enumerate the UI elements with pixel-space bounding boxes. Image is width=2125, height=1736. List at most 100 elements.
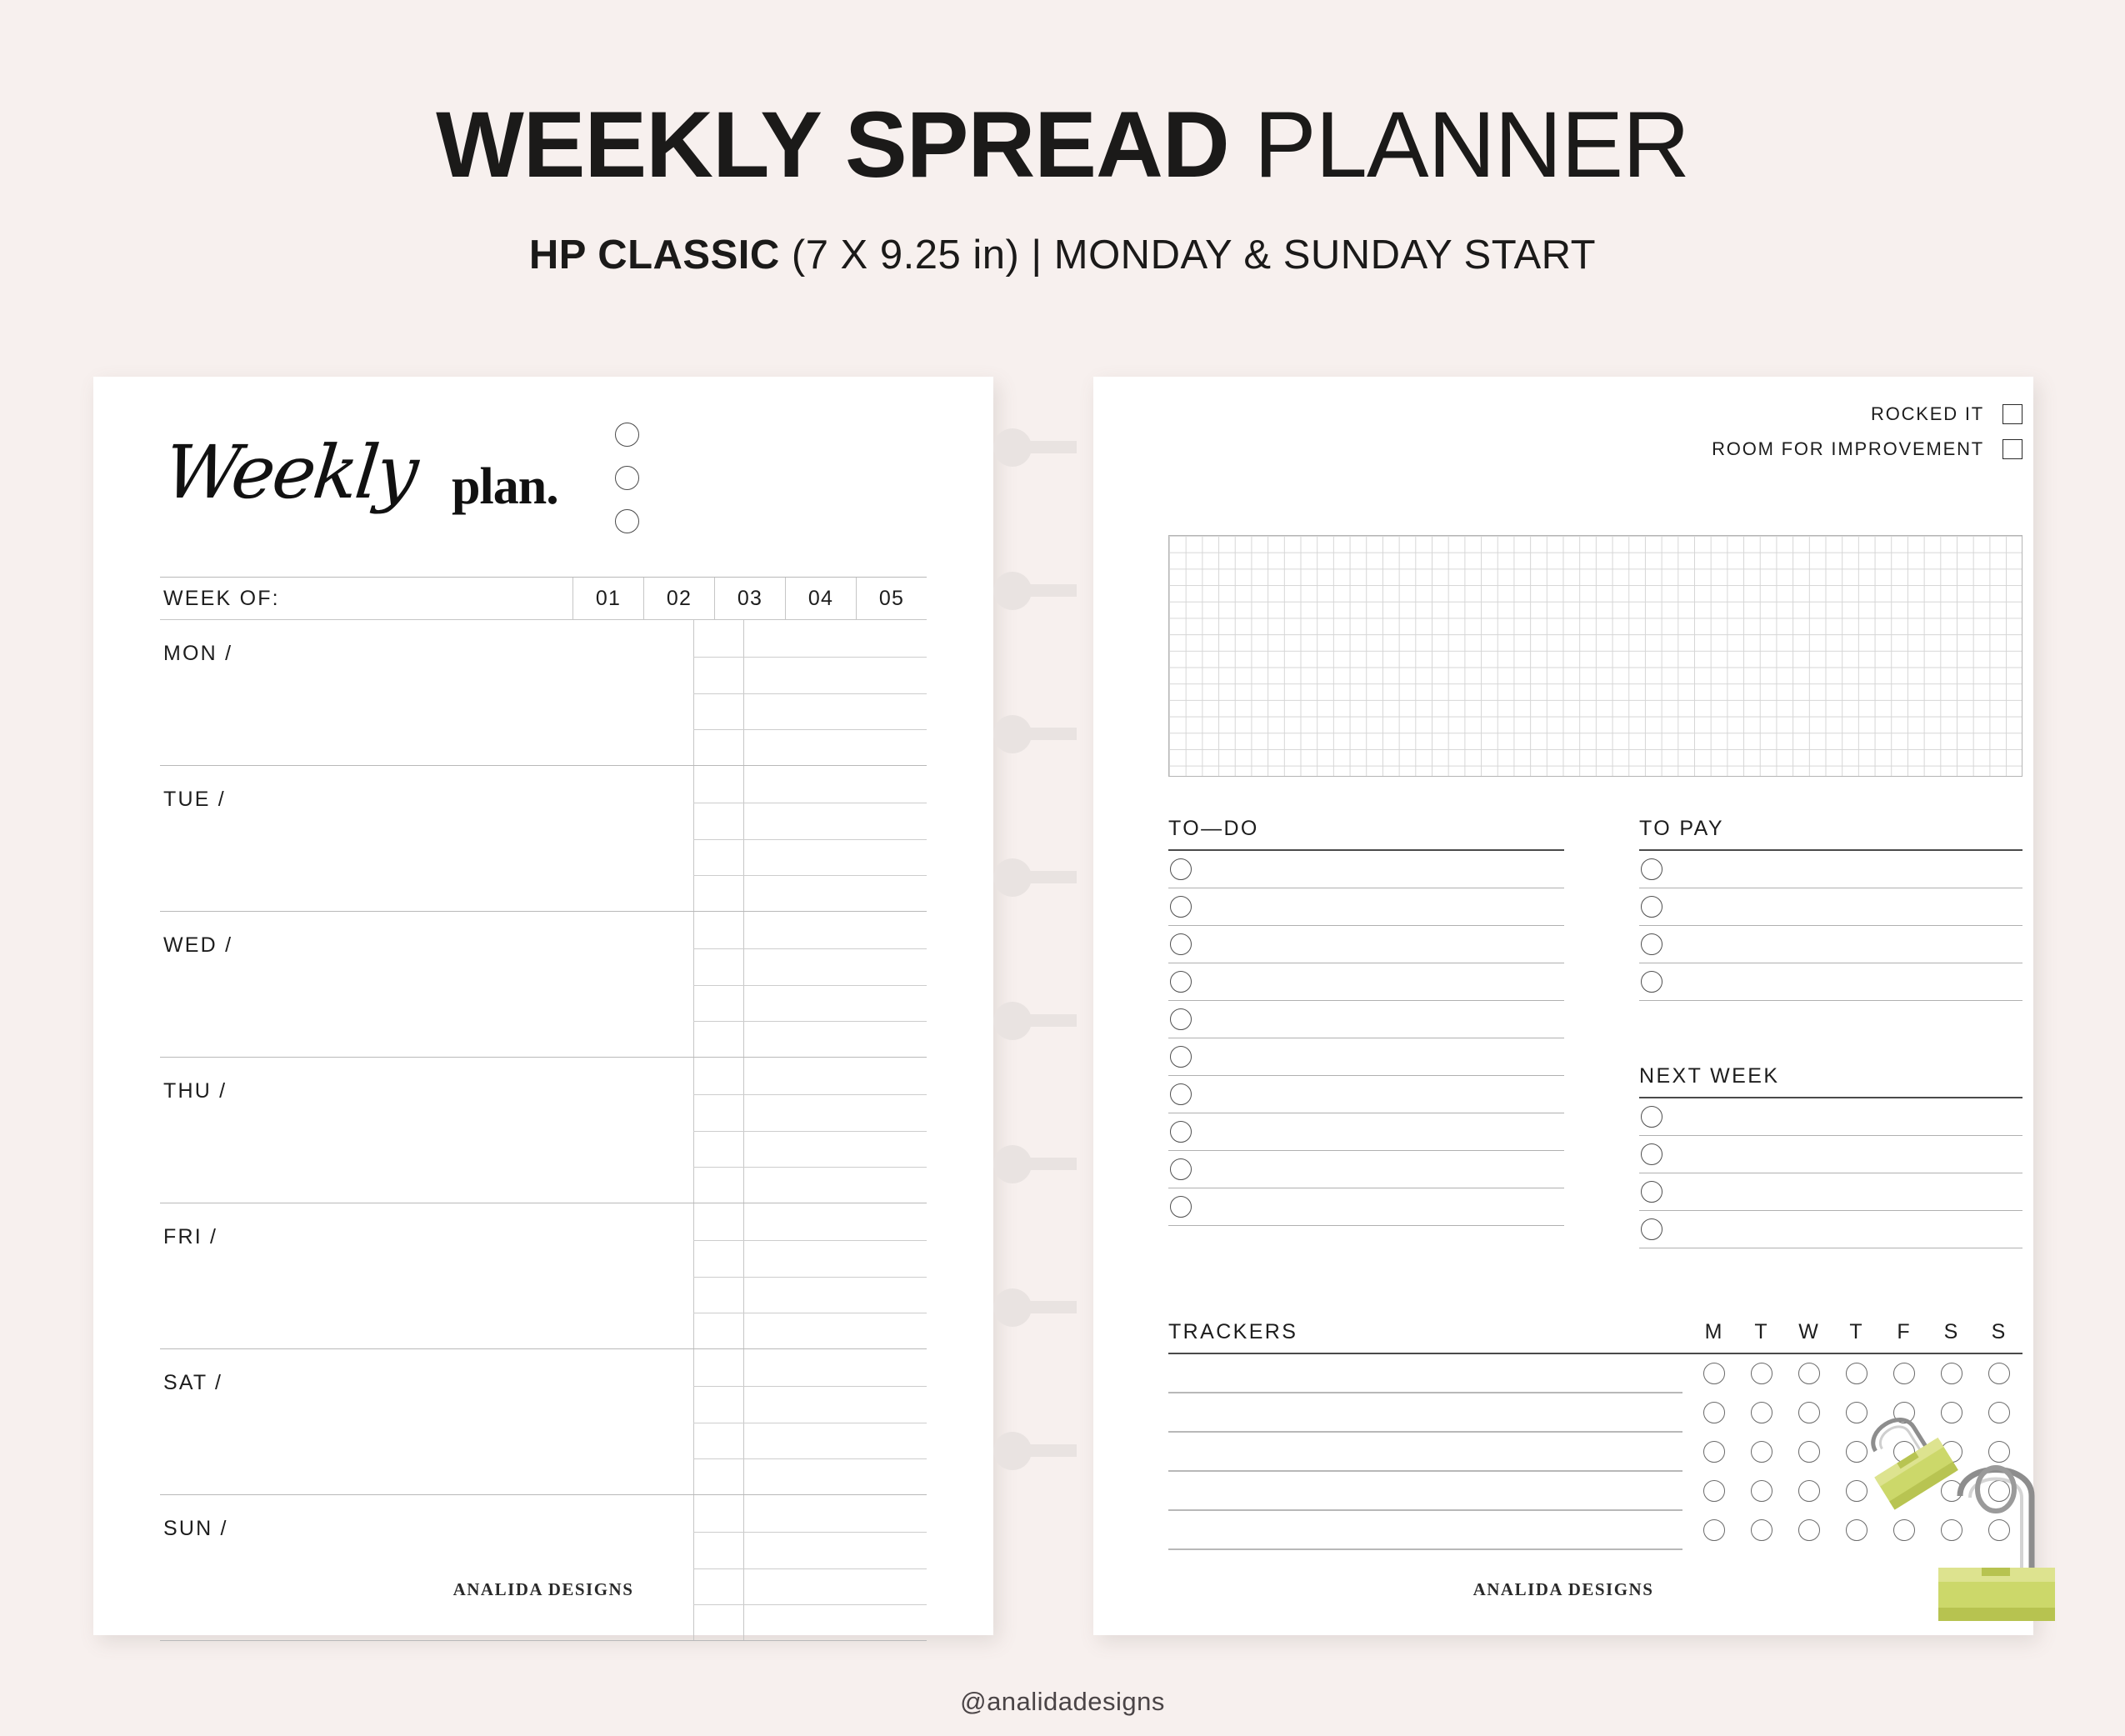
todo-row[interactable] — [1168, 926, 1564, 963]
tracker-circle-icon[interactable] — [1798, 1440, 1820, 1463]
tracker-circle-icon[interactable] — [1702, 1401, 1725, 1423]
tracker-cell[interactable] — [1690, 1362, 1738, 1384]
todo-row[interactable] — [1168, 1038, 1564, 1076]
room-for-improvement-checkbox-icon[interactable] — [2002, 439, 2022, 459]
tracker-circle-icon[interactable] — [1845, 1518, 1868, 1541]
checkbox-circle-icon[interactable] — [1170, 1120, 1192, 1143]
tracker-cell[interactable] — [1832, 1479, 1880, 1502]
tracker-circle-icon[interactable] — [1798, 1518, 1820, 1541]
todo-row[interactable] — [1168, 851, 1564, 888]
todo-row[interactable] — [1168, 888, 1564, 926]
tracker-circle-icon[interactable] — [1798, 1479, 1820, 1502]
tracker-circle-icon[interactable] — [1845, 1479, 1868, 1502]
tracker-cell[interactable] — [1975, 1362, 2022, 1384]
tracker-cell[interactable] — [1690, 1401, 1738, 1423]
day-block[interactable]: TUE / — [160, 766, 927, 912]
checkbox-circle-icon[interactable] — [1170, 1195, 1192, 1218]
tracker-circle-icon[interactable] — [1988, 1362, 2010, 1384]
day-block[interactable]: WED / — [160, 912, 927, 1058]
tracker-cell[interactable] — [1690, 1518, 1738, 1541]
tracker-circle-icon[interactable] — [1750, 1479, 1772, 1502]
tracker-cell[interactable] — [1785, 1479, 1832, 1502]
tracker-cell[interactable] — [1785, 1440, 1832, 1463]
checkbox-circle-icon[interactable] — [1641, 1180, 1662, 1203]
checkbox-circle-icon[interactable] — [1170, 970, 1192, 993]
tracker-circle-icon[interactable] — [1845, 1401, 1868, 1423]
todo-row[interactable] — [1168, 1001, 1564, 1038]
tracker-circle-icon[interactable] — [1892, 1362, 1915, 1384]
tracker-cell[interactable] — [1975, 1440, 2022, 1463]
heading-circle-icon[interactable] — [615, 509, 639, 533]
tracker-cell[interactable] — [1738, 1362, 1785, 1384]
tracker-cell[interactable] — [1738, 1518, 1785, 1541]
tracker-circle-icon[interactable] — [1892, 1401, 1915, 1423]
checkbox-circle-icon[interactable] — [1641, 1143, 1662, 1165]
tracker-circle-icon[interactable] — [1845, 1440, 1868, 1463]
tracker-cell[interactable] — [1928, 1401, 1975, 1423]
tracker-circle-icon[interactable] — [1798, 1362, 1820, 1384]
tracker-row[interactable] — [1168, 1354, 2022, 1393]
day-block[interactable]: MON / — [160, 620, 927, 766]
checkbox-circle-icon[interactable] — [1641, 1218, 1662, 1240]
tracker-circle-icon[interactable] — [1750, 1401, 1772, 1423]
tracker-cell[interactable] — [1975, 1518, 2022, 1541]
tracker-circle-icon[interactable] — [1988, 1518, 2010, 1541]
checkbox-circle-icon[interactable] — [1641, 970, 1662, 993]
todo-row[interactable] — [1168, 1151, 1564, 1188]
checkbox-circle-icon[interactable] — [1641, 895, 1662, 918]
week-number-cell[interactable]: 05 — [856, 578, 927, 619]
grid-notes-area[interactable] — [1168, 535, 2022, 777]
week-number-cell[interactable]: 03 — [714, 578, 785, 619]
tracker-cell[interactable] — [1880, 1518, 1928, 1541]
checkbox-circle-icon[interactable] — [1170, 895, 1192, 918]
day-block[interactable]: THU / — [160, 1058, 927, 1203]
to-pay-row[interactable] — [1639, 963, 2022, 1001]
tracker-circle-icon[interactable] — [1750, 1440, 1772, 1463]
week-number-cell[interactable]: 01 — [572, 578, 643, 619]
tracker-circle-icon[interactable] — [1892, 1518, 1915, 1541]
week-number-cell[interactable]: 04 — [785, 578, 856, 619]
tracker-cell[interactable] — [1690, 1479, 1738, 1502]
tracker-circle-icon[interactable] — [1940, 1362, 1962, 1384]
checkbox-circle-icon[interactable] — [1170, 1083, 1192, 1105]
checkbox-circle-icon[interactable] — [1641, 933, 1662, 955]
day-block[interactable]: FRI / — [160, 1203, 927, 1349]
checkbox-circle-icon[interactable] — [1641, 858, 1662, 880]
tracker-row[interactable] — [1168, 1511, 2022, 1550]
tracker-cell[interactable] — [1832, 1401, 1880, 1423]
tracker-circle-icon[interactable] — [1940, 1518, 1962, 1541]
tracker-circle-icon[interactable] — [1702, 1440, 1725, 1463]
todo-row[interactable] — [1168, 963, 1564, 1001]
next-week-row[interactable] — [1639, 1136, 2022, 1173]
checkbox-circle-icon[interactable] — [1170, 933, 1192, 955]
to-pay-row[interactable] — [1639, 926, 2022, 963]
tracker-cell[interactable] — [1880, 1362, 1928, 1384]
checkbox-circle-icon[interactable] — [1641, 1105, 1662, 1128]
tracker-cell[interactable] — [1975, 1401, 2022, 1423]
tracker-cell[interactable] — [1738, 1479, 1785, 1502]
tracker-circle-icon[interactable] — [1750, 1362, 1772, 1384]
tracker-circle-icon[interactable] — [1798, 1401, 1820, 1423]
week-number-cell[interactable]: 02 — [643, 578, 714, 619]
next-week-row[interactable] — [1639, 1098, 2022, 1136]
heading-circle-icon[interactable] — [615, 466, 639, 490]
next-week-row[interactable] — [1639, 1173, 2022, 1211]
heading-circle-icon[interactable] — [615, 423, 639, 447]
tracker-circle-icon[interactable] — [1845, 1362, 1868, 1384]
tracker-circle-icon[interactable] — [1702, 1518, 1725, 1541]
checkbox-circle-icon[interactable] — [1170, 858, 1192, 880]
tracker-cell[interactable] — [1738, 1440, 1785, 1463]
day-block[interactable]: SAT / — [160, 1349, 927, 1495]
rocked-it-row[interactable]: ROCKED IT — [1168, 403, 2022, 425]
checkbox-circle-icon[interactable] — [1170, 1158, 1192, 1180]
tracker-cell[interactable] — [1785, 1518, 1832, 1541]
tracker-cell[interactable] — [1832, 1440, 1880, 1463]
tracker-cell[interactable] — [1690, 1440, 1738, 1463]
tracker-cell[interactable] — [1928, 1362, 1975, 1384]
tracker-cell[interactable] — [1832, 1518, 1880, 1541]
next-week-row[interactable] — [1639, 1211, 2022, 1248]
tracker-circle-icon[interactable] — [1988, 1440, 2010, 1463]
tracker-cell[interactable] — [1785, 1362, 1832, 1384]
tracker-circle-icon[interactable] — [1988, 1401, 2010, 1423]
tracker-circle-icon[interactable] — [1750, 1518, 1772, 1541]
